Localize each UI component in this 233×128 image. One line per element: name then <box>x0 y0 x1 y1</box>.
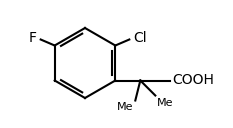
Text: COOH: COOH <box>172 73 214 88</box>
Text: Me: Me <box>117 103 133 113</box>
Text: Cl: Cl <box>133 30 147 45</box>
Text: Me: Me <box>157 98 174 108</box>
Text: F: F <box>29 30 37 45</box>
